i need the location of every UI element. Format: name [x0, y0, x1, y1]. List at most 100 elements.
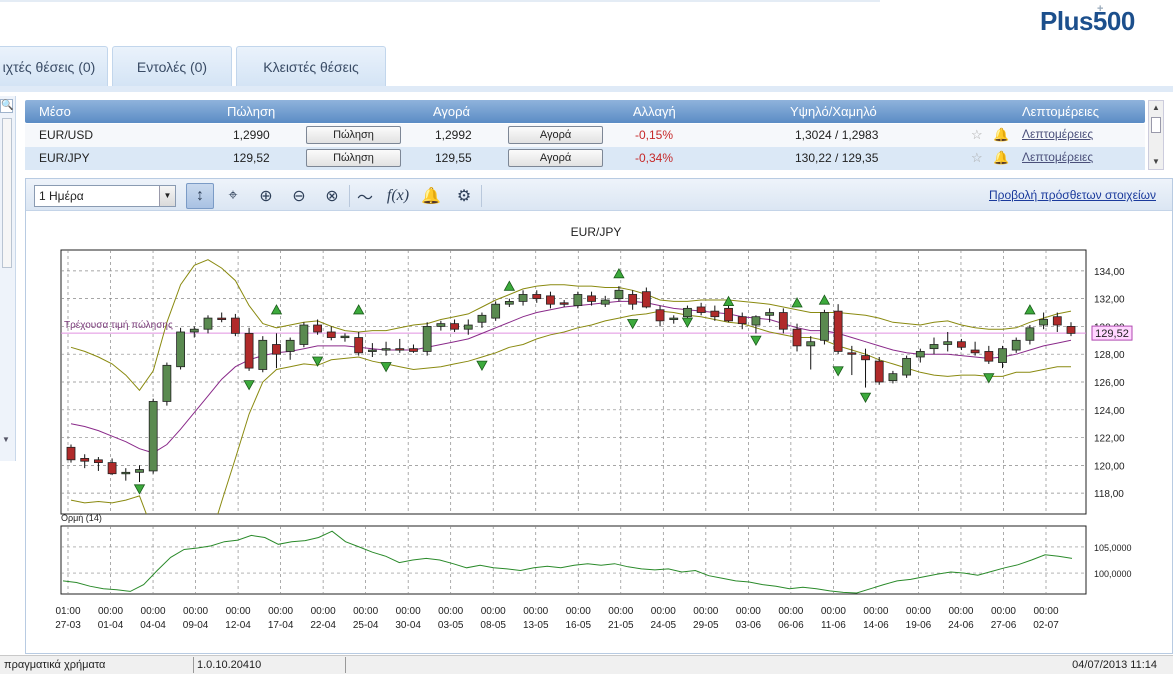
alert-bell-icon[interactable]: 🔔 — [993, 150, 1010, 165]
candle — [313, 319, 322, 335]
candle-body — [354, 337, 364, 354]
candle — [135, 465, 144, 483]
time-tick: 00:00 30-04 — [395, 606, 421, 631]
time-tick: 00:00 13-05 — [523, 606, 549, 631]
tab-open-positions[interactable]: ιχτές θέσεις (0) — [0, 46, 108, 86]
candle-body — [80, 458, 90, 462]
details-link[interactable]: Λεπτομέρειες — [1022, 150, 1094, 164]
candle-body — [737, 316, 747, 325]
instrument-row[interactable]: EUR/USD 1,2990 Πώληση 1,2992 Αγορά -0,15… — [25, 124, 1145, 147]
instrument-name: EUR/JPY — [39, 151, 90, 165]
chevron-down-icon[interactable]: ▼ — [159, 186, 175, 206]
date-tick-label: 04-04 — [140, 620, 166, 631]
period-select[interactable]: 1 Ημέρα ▼ — [34, 185, 176, 207]
time-tick-label: 00:00 — [693, 606, 718, 617]
candle-body — [861, 355, 870, 361]
candle — [504, 298, 514, 307]
candle — [957, 338, 966, 351]
time-tick: 00:00 04-04 — [140, 606, 166, 631]
scroll-thumb[interactable] — [1151, 117, 1161, 133]
buy-signal-arrow — [613, 267, 625, 279]
candle — [203, 315, 213, 334]
candle-body — [107, 462, 117, 475]
scroll-down-arrow-icon[interactable]: ▼ — [2, 435, 10, 444]
zoom-in-icon[interactable]: ⊕ — [259, 188, 273, 205]
candle — [587, 291, 596, 306]
instruments-scrollbar[interactable]: ▲ ▼ — [1148, 100, 1164, 170]
candle-body — [888, 373, 898, 382]
candle — [450, 319, 459, 332]
momentum-tick-label: 105,0000 — [1094, 543, 1132, 553]
sell-signal-arrow — [681, 317, 694, 328]
price-chart[interactable]: EUR/JPY 118,00 120,00 122,00 124,00 126,00 12… — [26, 212, 1172, 654]
candle-body — [751, 316, 761, 326]
more-data-link[interactable]: Προβολή πρόσθετων στοιχείων — [988, 188, 1156, 202]
header-sell: Πώληση — [227, 104, 276, 119]
header-instrument: Μέσο — [39, 104, 71, 119]
scroll-up-arrow-icon[interactable]: ▲ — [1152, 103, 1160, 112]
time-tick: 00:00 24-06 — [948, 606, 974, 631]
date-tick-label: 09-04 — [183, 620, 209, 631]
time-tick: 00:00 02-07 — [1033, 606, 1059, 631]
line-chart-icon[interactable]: 〜 — [356, 190, 373, 207]
candle — [929, 337, 939, 355]
buy-button[interactable]: Αγορά — [508, 126, 603, 144]
price-tick-label: 126,00 — [1094, 378, 1125, 389]
alert-bell-icon[interactable]: 🔔 — [421, 188, 441, 205]
date-tick-label: 19-06 — [906, 620, 932, 631]
candle-body — [244, 332, 254, 369]
momentum-grid — [60, 525, 1087, 595]
date-tick-label: 29-05 — [693, 620, 719, 631]
tab-closed-positions[interactable]: Κλειστές θέσεις — [236, 46, 386, 86]
scroll-down-arrow-icon[interactable]: ▼ — [1152, 157, 1160, 166]
alert-bell-icon[interactable]: 🔔 — [993, 127, 1010, 142]
time-tick-label: 00:00 — [268, 606, 293, 617]
instrument-row[interactable]: EUR/JPY 129,52 Πώληση 129,55 Αγορά -0,34… — [25, 147, 1145, 170]
zoom-out-icon[interactable]: ⊖ — [292, 188, 306, 205]
candle — [874, 356, 884, 385]
tab-band — [0, 86, 1173, 92]
favorite-star-icon[interactable]: ☆ — [971, 127, 983, 142]
candle-body — [176, 331, 185, 368]
left-scroll-thumb[interactable] — [2, 118, 12, 268]
indicator-function-icon[interactable]: f(x) — [386, 187, 410, 204]
candle-body — [1039, 319, 1049, 326]
time-tick-label: 00:00 — [778, 606, 803, 617]
search-icon[interactable]: 🔍 — [0, 99, 14, 113]
candle — [902, 355, 912, 378]
favorite-star-icon[interactable]: ☆ — [971, 150, 983, 165]
time-tick: 00:00 19-06 — [906, 606, 932, 631]
candle-body — [984, 351, 994, 362]
current-price-value: 129,52 — [1095, 328, 1129, 340]
candle — [970, 341, 980, 356]
buy-button[interactable]: Αγορά — [508, 149, 603, 167]
sell-button[interactable]: Πώληση — [306, 149, 401, 167]
cursor-tool-icon[interactable]: ↕ — [186, 183, 214, 209]
candle-body — [326, 331, 336, 338]
candle — [943, 331, 953, 352]
candle — [737, 312, 747, 330]
time-tick-label: 00:00 — [481, 606, 506, 617]
candle-body — [285, 339, 295, 352]
candle-body — [683, 307, 692, 318]
current-price-label: Τρέχουσα τιμή πώλησης — [64, 319, 173, 331]
sell-button[interactable]: Πώληση — [306, 126, 401, 144]
gear-icon[interactable]: ⚙ — [456, 188, 472, 205]
candle-body — [559, 302, 569, 305]
tab-orders[interactable]: Εντολές (0) — [112, 46, 232, 86]
time-tick: 00:00 27-06 — [991, 606, 1017, 631]
candle-body — [833, 310, 843, 352]
candle — [655, 305, 665, 327]
candle-body — [381, 348, 391, 351]
time-tick: 00:00 25-04 — [353, 606, 379, 631]
candle — [600, 295, 610, 307]
price-tick-label: 128,00 — [1094, 350, 1125, 361]
candle-body — [367, 349, 377, 352]
zoom-reset-icon[interactable]: ⊗ — [325, 188, 339, 205]
details-link[interactable]: Λεπτομέρειες — [1022, 127, 1094, 141]
time-tick-label: 00:00 — [906, 606, 931, 617]
candle — [121, 468, 131, 481]
candle-body — [1052, 316, 1062, 326]
crosshair-icon[interactable]: ⌖ — [228, 187, 238, 204]
time-tick: 00:00 03-05 — [438, 606, 464, 631]
